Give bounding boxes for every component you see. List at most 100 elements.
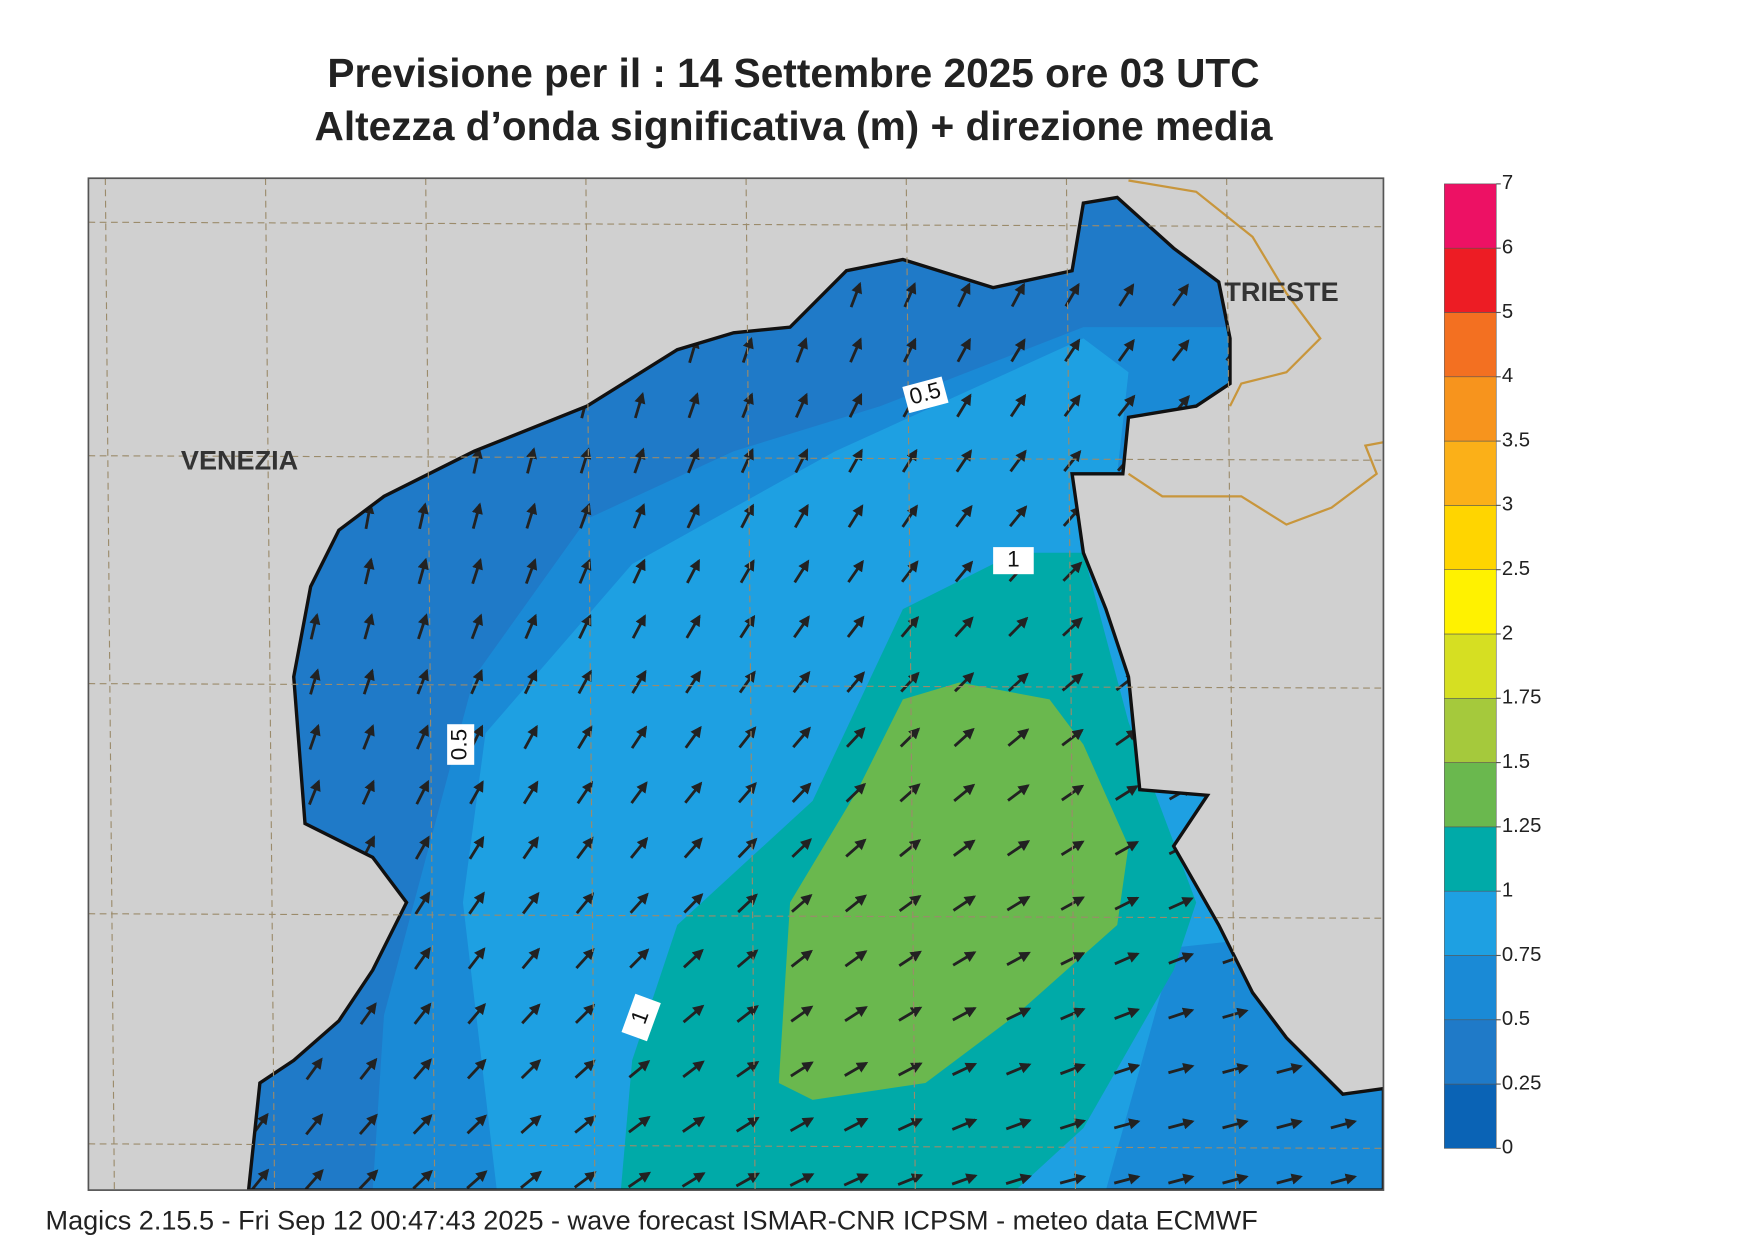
- arrow: [793, 615, 810, 639]
- colorbar-swatch: [1444, 247, 1497, 313]
- arrow: [794, 448, 809, 474]
- arrow: [1114, 785, 1139, 801]
- arrow: [628, 1060, 651, 1079]
- arrow: [1007, 784, 1030, 802]
- arrow: [951, 1118, 978, 1131]
- colorbar-label: 4: [1502, 365, 1513, 387]
- arrow: [957, 282, 971, 308]
- colorbar-swatch: [1444, 505, 1497, 570]
- arrow: [789, 1173, 815, 1187]
- arrow: [627, 1171, 652, 1189]
- arrow: [901, 448, 918, 473]
- arrow: [846, 615, 865, 638]
- footer: Magics 2.15.5 - Fri Sep 12 00:47:43 2025…: [46, 1205, 1258, 1236]
- arrow: [954, 672, 975, 693]
- arrow: [1114, 896, 1140, 911]
- arrow: [1009, 505, 1028, 528]
- city-label: TRIESTE: [1224, 276, 1338, 307]
- arrow: [1006, 840, 1031, 857]
- arrow: [738, 670, 756, 694]
- arrow: [1061, 673, 1084, 692]
- arrow: [1008, 616, 1029, 638]
- arrow: [574, 1115, 597, 1134]
- arrow: [790, 949, 813, 968]
- arrow: [629, 836, 649, 859]
- arrow: [309, 612, 321, 640]
- colorbar-label: 1.5: [1502, 751, 1530, 773]
- arrow: [848, 392, 863, 418]
- arrow: [1006, 1007, 1032, 1021]
- arrow: [524, 613, 538, 640]
- arrow: [414, 946, 431, 970]
- arrow: [470, 613, 483, 640]
- colorbar-label: 0.5: [1502, 1008, 1530, 1030]
- arrow: [467, 947, 486, 970]
- arrow: [630, 781, 648, 804]
- arrow: [629, 948, 650, 969]
- arrow: [574, 1059, 596, 1079]
- colorbar-label: 3.5: [1502, 429, 1530, 451]
- arrow: [358, 1113, 378, 1135]
- arrow: [414, 835, 430, 860]
- arrow: [955, 449, 972, 473]
- arrow: [305, 1113, 324, 1136]
- arrow: [1060, 1007, 1086, 1021]
- arrow: [467, 1002, 486, 1025]
- arrow: [899, 839, 922, 858]
- arrow: [684, 781, 703, 804]
- arrow: [899, 727, 921, 748]
- label-box: [902, 376, 949, 414]
- colorbar-swatch: [1444, 183, 1497, 249]
- arrow: [575, 892, 595, 915]
- arrow: [901, 560, 919, 583]
- arrow: [415, 779, 430, 805]
- arrow: [954, 560, 974, 583]
- arrow: [1330, 1173, 1357, 1185]
- arrow: [793, 559, 810, 584]
- arrow: [1064, 338, 1081, 362]
- arrow: [526, 447, 537, 474]
- arrow: [900, 671, 920, 693]
- arrow: [468, 891, 485, 915]
- arrow: [578, 613, 592, 640]
- arrow: [902, 337, 917, 363]
- arrow: [952, 1007, 977, 1022]
- arrow: [466, 1114, 488, 1135]
- arrow: [683, 837, 703, 859]
- arrow: [736, 1005, 759, 1023]
- arrow: [1118, 283, 1135, 307]
- map-frame: [87, 177, 1385, 1191]
- arrow: [359, 1002, 377, 1026]
- label-box: [447, 724, 475, 765]
- arrow: [630, 725, 648, 749]
- arrow: [362, 668, 375, 695]
- arrow: [1010, 282, 1026, 308]
- colorbar-swatch: [1444, 955, 1497, 1021]
- arrow: [628, 1115, 651, 1134]
- arrow: [412, 1114, 433, 1135]
- arrow: [363, 557, 375, 585]
- arrow: [1006, 895, 1031, 912]
- arrow: [1222, 1118, 1249, 1130]
- arrow: [952, 839, 976, 857]
- arrow: [844, 1061, 869, 1077]
- arrow: [1276, 1063, 1303, 1074]
- contour-label: 1: [993, 547, 1034, 575]
- arrow: [1114, 1007, 1140, 1020]
- arrow: [1114, 1062, 1141, 1075]
- arrow: [632, 558, 646, 584]
- arrow: [955, 504, 973, 528]
- arrow: [846, 671, 865, 693]
- arrow: [1168, 952, 1195, 965]
- arrow: [849, 281, 862, 308]
- contour-label: 0.5: [902, 376, 949, 414]
- arrow: [792, 670, 811, 694]
- arrow: [791, 838, 812, 858]
- arrow: [1059, 1062, 1086, 1076]
- arrow: [898, 894, 922, 913]
- arrow: [682, 1060, 705, 1079]
- arrow: [1062, 561, 1083, 582]
- arrow: [471, 447, 483, 474]
- arrow: [522, 891, 540, 915]
- arrow: [1222, 1173, 1249, 1185]
